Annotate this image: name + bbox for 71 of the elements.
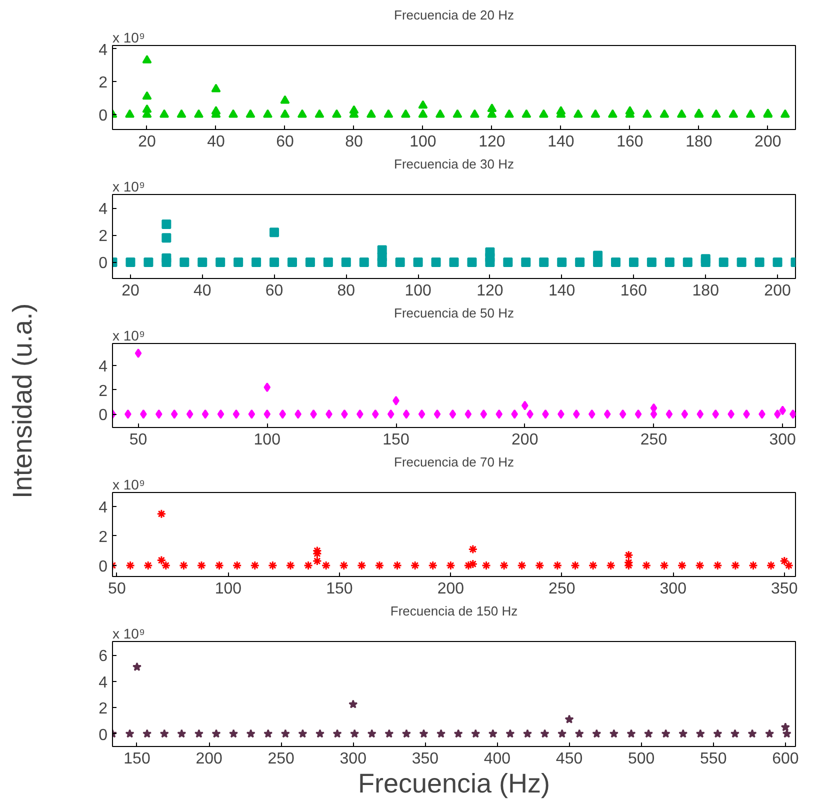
y-tick-label: 0 [98, 726, 108, 744]
x-tick-label: 550 [700, 750, 727, 768]
text: x 10⁹ [112, 178, 145, 194]
x-tick-label: 200 [196, 750, 222, 768]
y-tick-label: 2 [98, 528, 108, 546]
x-tick-label: 120 [476, 282, 504, 300]
x-tick-label: 200 [512, 432, 538, 448]
x-tick-label: 150 [326, 580, 353, 598]
x-tick-label: 200 [764, 282, 791, 300]
x-tick-label: 350 [412, 750, 439, 768]
x-tick-label: 250 [268, 750, 295, 768]
x-tick-label: 60 [276, 134, 294, 150]
y-tick-label: 0 [98, 108, 108, 125]
chart-title: Frecuencia de 150 Hz [390, 604, 518, 618]
x-tick-label: 120 [478, 134, 506, 150]
y-tick-label: 2 [98, 228, 108, 246]
x-tick-label: 250 [548, 580, 576, 598]
x-tick-label: 160 [616, 134, 644, 150]
x-tick-label: 400 [484, 750, 511, 768]
y-tick-label: 4 [98, 674, 108, 692]
x-tick-label: 140 [548, 282, 576, 300]
y-tick-label: 0 [98, 558, 108, 576]
text: x 10⁹ [112, 626, 145, 642]
x-tick-label: 40 [193, 282, 212, 300]
x-tick-label: 80 [337, 282, 356, 300]
x-tick-label: 20 [138, 134, 156, 150]
y-tick-label: 6 [98, 648, 108, 666]
y-axis-title: Intensidad (u.a.) [8, 303, 38, 499]
y-tick-label: 0 [98, 407, 108, 424]
y-tick-label: 0 [98, 255, 108, 272]
x-tick-label: 150 [382, 432, 410, 448]
x-tick-label: 100 [254, 432, 281, 448]
x-tick-label: 100 [410, 134, 436, 150]
x-tick-label: 140 [548, 134, 574, 150]
x-tick-label: 20 [122, 282, 140, 300]
chart-title: Frecuencia de 70 Hz [394, 454, 514, 470]
y-tick-label: 4 [98, 42, 108, 59]
x-tick-label: 80 [345, 134, 363, 150]
x-tick-label: 60 [265, 282, 284, 300]
x-tick-label: 180 [686, 134, 712, 150]
x-tick-label: 300 [660, 580, 687, 598]
x-tick-label: 180 [692, 282, 720, 300]
y-tick-label: 2 [98, 382, 108, 400]
x-tick-label: 300 [769, 432, 796, 448]
y-tick-label: 2 [98, 74, 108, 92]
x-tick-label: 300 [340, 750, 367, 768]
x-tick-label: 160 [620, 282, 648, 300]
chart-title: Frecuencia de 50 Hz [394, 306, 514, 320]
annotation: x 10⁹ [112, 328, 145, 344]
x-tick-label: 40 [207, 134, 225, 150]
x-tick-label: 200 [437, 580, 464, 598]
x-tick-label: 450 [556, 750, 583, 768]
y-tick-label: 4 [98, 500, 108, 516]
y-tick-label: 4 [98, 201, 108, 218]
x-tick-label: 100 [214, 580, 242, 598]
x-tick-label: 200 [754, 134, 782, 150]
x-tick-label: 50 [108, 580, 126, 598]
y-tick-label: 4 [98, 358, 108, 376]
x-tick-label: 350 [771, 580, 798, 598]
x-tick-label: 500 [628, 750, 655, 768]
x-tick-label: 150 [124, 750, 150, 768]
x-tick-label: 100 [404, 282, 432, 300]
x-tick-label: 600 [772, 750, 799, 768]
chart-title: Frecuencia de 30 Hz [394, 156, 514, 172]
annotation: x 10⁹ [112, 476, 145, 492]
annotation: x 10⁹ [112, 30, 145, 46]
y-tick-label: 2 [98, 700, 108, 718]
chart-title: Frecuencia de 20 Hz [394, 8, 514, 22]
x-axis-title: Frecuencia (Hz) [358, 768, 550, 798]
x-tick-label: 50 [129, 432, 148, 448]
x-tick-label: 250 [640, 432, 668, 448]
